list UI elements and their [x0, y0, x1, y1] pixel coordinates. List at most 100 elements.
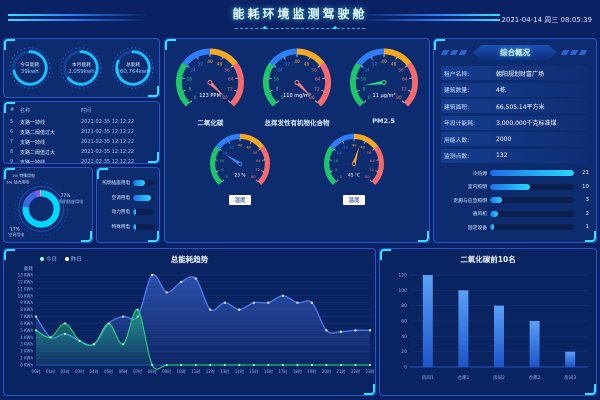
energy-summary-panel: 今日能耗 39kwh 本月能耗 2,059kwh 总能耗 260,764kwh [3, 38, 160, 98]
svg-text:07时: 07时 [133, 368, 142, 374]
overview-label: 监测点数: [444, 154, 470, 160]
alarm-name: 支路一掉线 [20, 159, 46, 164]
alarm-row: 9 支路一掉线 2021-02-35 12:12:22 [10, 157, 153, 164]
gauge-row-small: 0 8 16 24 32 40 48 56 64 72 80 23 % 湿度 0 8 16 24 32 40 48 56… [167, 129, 427, 206]
alarm-row: 5 支路一掉线 2021-02-35 12:12:22 [10, 117, 153, 127]
share-bar-track [133, 209, 154, 216]
energy-ring: 今日能耗 39kwh [7, 45, 53, 91]
trend-point [281, 294, 284, 297]
trend-point [194, 277, 197, 280]
trend-point [63, 322, 67, 325]
ring-label: 今日能耗 [20, 63, 40, 68]
trend-point [136, 308, 139, 311]
device-bar-label: 固定设备 [467, 225, 487, 231]
svg-text:100: 100 [398, 288, 407, 294]
overview-row: 用能人数: 2000 [441, 132, 589, 146]
svg-text:10 KWh: 10 KWh [18, 293, 34, 298]
device-bar-label: 冷热源 [472, 171, 487, 177]
svg-text:18时: 18时 [293, 368, 302, 374]
overview-value: 3,000,000千克标准煤 [496, 120, 557, 127]
svg-text:6 KWh: 6 KWh [20, 321, 33, 326]
svg-text:80: 80 [396, 95, 402, 101]
svg-text:23 %: 23 % [234, 172, 245, 178]
alarm-index: 6 [10, 128, 14, 135]
energy-rings: 今日能耗 39kwh 本月能耗 2,059kwh 总能耗 260,764kwh [4, 39, 159, 97]
alarm-time: 2021-02-35 12:12:22 [81, 148, 135, 155]
svg-text:24: 24 [364, 68, 370, 74]
overview-label: 建筑面积: [444, 104, 470, 111]
badge-decoration-left [440, 50, 470, 55]
pm25-gauge: 0 8 16 24 32 40 48 56 64 72 80 11 µg/m³ PM2.5 [342, 43, 426, 127]
alarm-table-body: 5 支路一掉线 2021-02-35 12:12:22 6 支路二阈值过大 2021-02… [10, 117, 153, 164]
legend-item[interactable]: 今日 [40, 255, 57, 263]
ring-label: 本月能耗 [71, 63, 92, 68]
overview-title-badge: 综合概况 [473, 45, 557, 60]
svg-text:04时: 04时 [90, 368, 99, 374]
svg-text:16: 16 [273, 77, 279, 83]
device-bar-row: 冷热源 21 [441, 170, 589, 177]
trend-point [107, 322, 110, 325]
svg-text:房间3: 房间3 [564, 374, 576, 381]
alarm-column-header: 名称 [20, 108, 31, 114]
svg-text:32: 32 [371, 61, 377, 67]
ring-text: 本月能耗 2,059kwh [58, 45, 104, 91]
trend-point [368, 363, 372, 367]
ring-text: 总能耗 260,764kwh [110, 45, 156, 91]
trend-point [238, 363, 241, 367]
alarm-name: 支路二阈值过大 [20, 129, 56, 136]
device-bar-track [490, 224, 574, 230]
svg-text:11时: 11时 [191, 368, 200, 374]
overview-value: 66,505.14平方米 [496, 103, 545, 111]
trend-point [34, 329, 38, 332]
trend-point [252, 363, 255, 367]
alarm-name: 支路一掉线 [20, 119, 46, 126]
svg-text:22时: 22时 [351, 368, 360, 374]
trend-point [151, 363, 154, 367]
ring-text: 今日能耗 39kwh [7, 45, 53, 91]
trend-point [122, 343, 125, 346]
trend-point [267, 363, 270, 367]
overview-info-list: 租户名称: 朝阳规划财富广场 建筑数量: 4栋 建筑面积: 66,505.14平方米 年设计… [441, 66, 589, 163]
gauge-row-main: 0 8 16 24 32 40 48 56 64 72 80 123 PPM 二氧化碳 0 8 16 24 32 4… [167, 43, 427, 127]
gauge-name: 二氧化碳 [197, 118, 224, 127]
device-bar-track [490, 197, 574, 203]
device-bar-value: 21 [582, 170, 589, 176]
svg-text:32: 32 [285, 61, 291, 67]
svg-text:80: 80 [251, 174, 256, 179]
alarm-column-header: 时间 [81, 108, 92, 114]
trend-point [180, 280, 183, 284]
device-bar-value: 1 [585, 224, 590, 230]
share-bar-fill [133, 223, 136, 230]
trend-chart-title: 总能耗趋势 [170, 255, 209, 264]
device-bar-track [490, 170, 574, 176]
svg-text:56: 56 [398, 68, 404, 74]
svg-text:72: 72 [369, 166, 374, 171]
overview-row: 建筑数量: 4栋 [441, 82, 589, 97]
trend-point [354, 363, 357, 367]
trend-point [368, 329, 372, 332]
device-bar-track [490, 183, 574, 190]
trend-point [310, 363, 314, 367]
trend-point [296, 301, 299, 304]
svg-text:72: 72 [401, 86, 407, 92]
trend-point [180, 363, 183, 367]
trend-point [252, 301, 255, 304]
trend-point [238, 308, 241, 311]
svg-text:9 KWh: 9 KWh [20, 300, 33, 305]
svg-text:16时: 16时 [264, 368, 273, 374]
svg-text:56: 56 [367, 150, 372, 155]
svg-text:80: 80 [365, 174, 370, 179]
svg-text:7 KWh: 7 KWh [20, 314, 33, 319]
svg-text:09时: 09时 [162, 368, 171, 374]
svg-text:123 PPM: 123 PPM [200, 93, 222, 99]
svg-text:24: 24 [337, 150, 342, 155]
donut-slice [22, 190, 60, 228]
energy-ring: 总能耗 260,764kwh [110, 45, 156, 91]
svg-text:8: 8 [335, 166, 338, 171]
svg-text:80: 80 [401, 303, 407, 309]
svg-text:0: 0 [226, 174, 229, 179]
svg-text:48: 48 [360, 144, 365, 149]
legend-item[interactable]: 昨日 [65, 255, 82, 263]
gauge-needle [209, 81, 225, 97]
